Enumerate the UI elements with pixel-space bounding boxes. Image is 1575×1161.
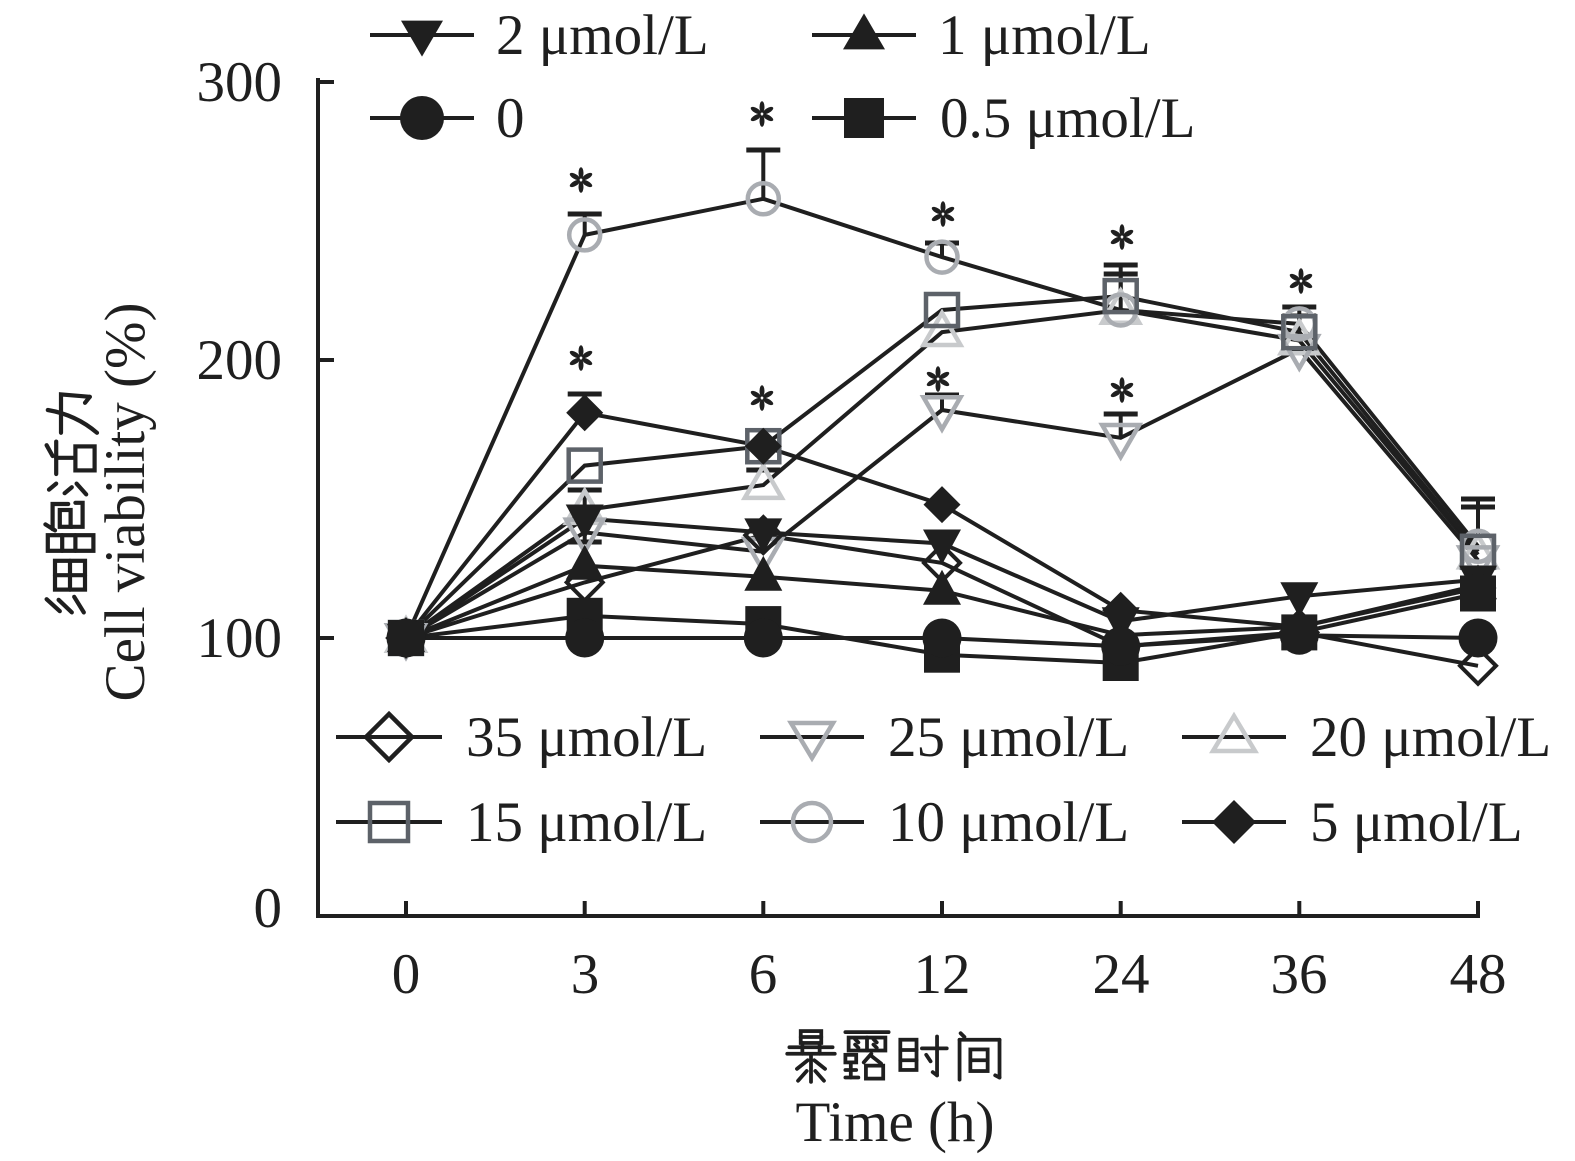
svg-text:Time (h): Time (h)	[796, 1091, 995, 1154]
svg-text:15 μmol/L: 15 μmol/L	[466, 791, 707, 854]
svg-text:6: 6	[749, 943, 778, 1006]
svg-text:0: 0	[392, 943, 421, 1006]
svg-text:24: 24	[1093, 943, 1150, 1006]
svg-text:12: 12	[914, 943, 971, 1006]
svg-text:0: 0	[254, 877, 283, 940]
svg-text:200: 200	[197, 329, 283, 392]
svg-text:48: 48	[1450, 943, 1507, 1006]
svg-text:300: 300	[197, 51, 283, 114]
svg-text:5 μmol/L: 5 μmol/L	[1310, 791, 1523, 854]
svg-text:25 μmol/L: 25 μmol/L	[888, 706, 1129, 769]
svg-text:35 μmol/L: 35 μmol/L	[466, 706, 707, 769]
svg-text:36: 36	[1271, 943, 1328, 1006]
svg-text:1 μmol/L: 1 μmol/L	[938, 4, 1151, 67]
svg-text:20 μmol/L: 20 μmol/L	[1310, 706, 1551, 769]
svg-text:0.5 μmol/L: 0.5 μmol/L	[940, 87, 1195, 150]
svg-text:3: 3	[571, 943, 600, 1006]
svg-text:Cell viability (%): Cell viability (%)	[94, 303, 157, 702]
svg-text:10 μmol/L: 10 μmol/L	[888, 791, 1129, 854]
svg-text:100: 100	[197, 607, 283, 670]
svg-text:0: 0	[496, 87, 525, 150]
svg-text:2 μmol/L: 2 μmol/L	[496, 4, 709, 67]
